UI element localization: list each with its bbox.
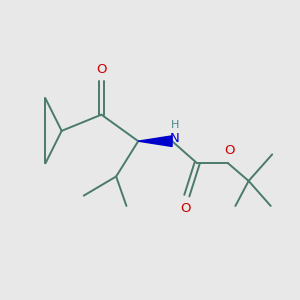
Polygon shape <box>138 136 172 146</box>
Text: O: O <box>180 202 190 215</box>
Text: O: O <box>96 62 107 76</box>
Text: N: N <box>170 132 180 145</box>
Text: H: H <box>171 120 179 130</box>
Text: O: O <box>224 144 235 157</box>
